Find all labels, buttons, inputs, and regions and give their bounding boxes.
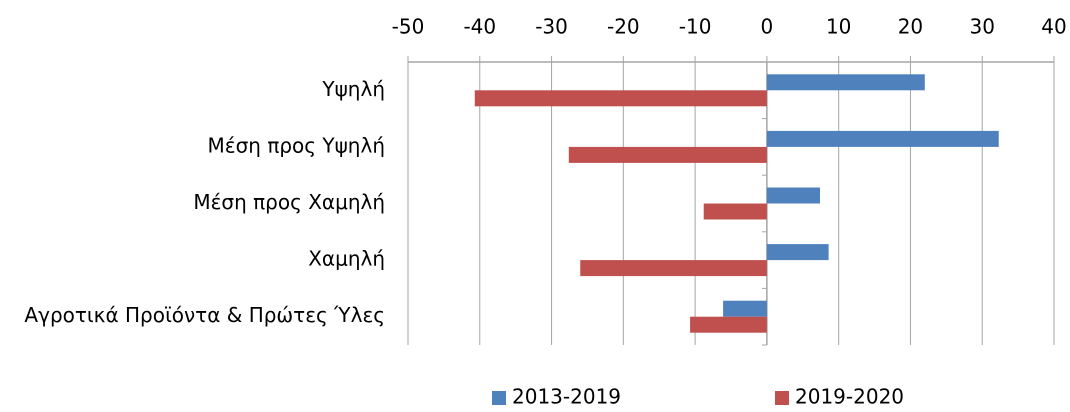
legend-swatch [775,391,789,405]
bar [766,74,925,91]
x-tick-label: 10 [826,15,851,39]
y-tick-label: Υψηλή [321,77,385,101]
bar [580,260,767,277]
y-tick-label: Μέση προς Υψηλή [208,133,385,157]
x-tick-label: -10 [679,15,712,39]
y-tick-label: Αγροτικά Προϊόντα & Πρώτες Ύλες [24,303,385,327]
x-tick-label: 20 [898,15,923,39]
legend-label: 2019-2020 [795,385,904,409]
bar [474,90,767,107]
legend-label: 2013-2019 [512,385,621,409]
bar [690,316,767,333]
x-tick-label: -30 [535,15,568,39]
bar [703,203,767,220]
bar [766,244,829,261]
x-tick-label: 0 [761,15,774,39]
x-tick-label: -20 [607,15,640,39]
x-tick-label: 30 [969,15,994,39]
bar [723,300,767,317]
x-tick-label: 40 [1041,15,1066,39]
y-tick-label: Χαμηλή [308,247,385,271]
x-tick-label: -40 [463,15,496,39]
bar [568,146,767,163]
bar [766,130,999,147]
x-tick-label: -50 [392,15,425,39]
bar [766,187,821,204]
y-tick-label: Μέση προς Χαμηλή [193,190,385,214]
legend-swatch [492,391,506,405]
